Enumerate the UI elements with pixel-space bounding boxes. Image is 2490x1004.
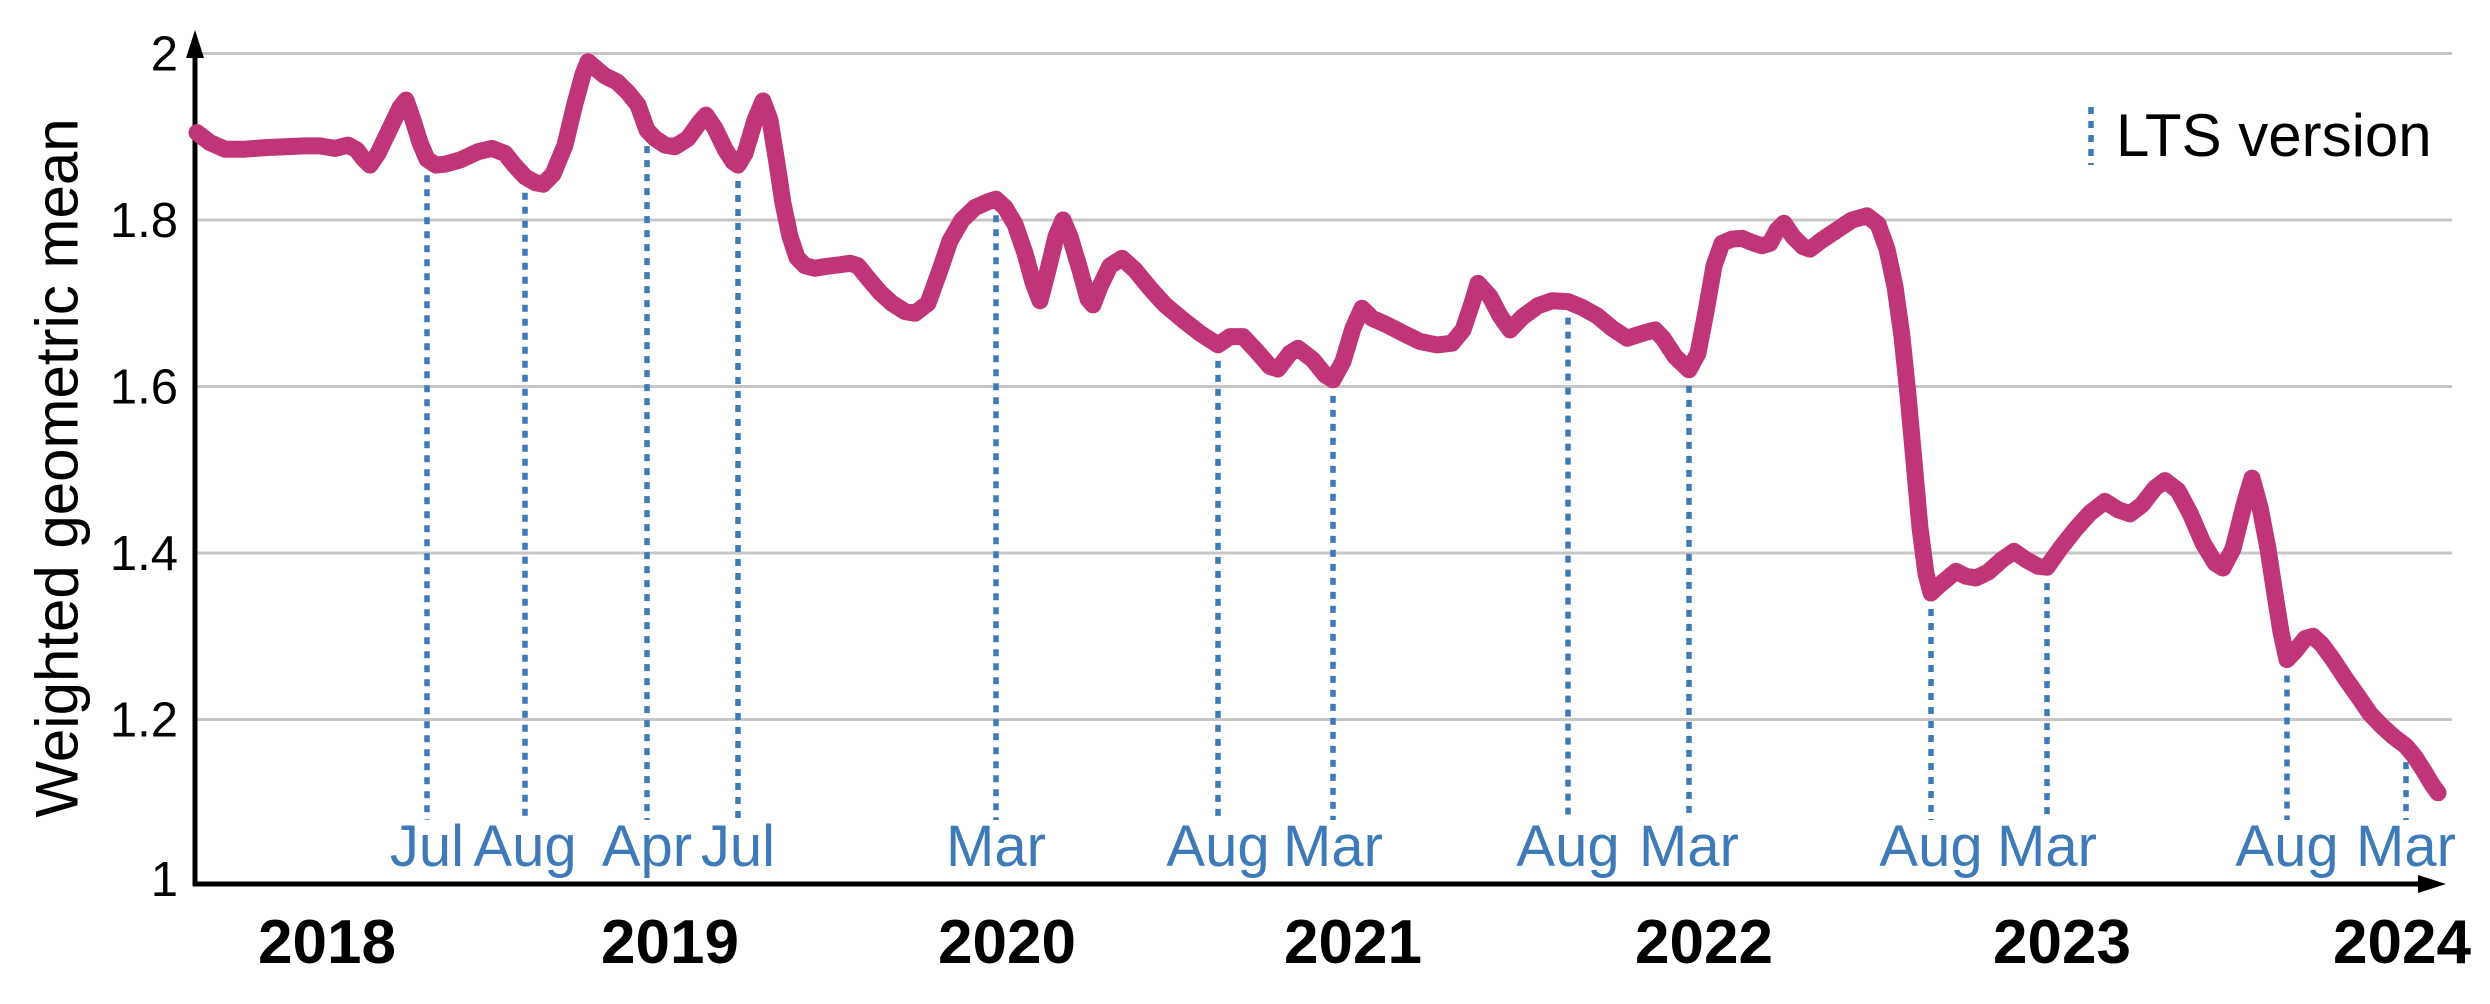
series-line <box>188 53 2447 802</box>
lts-month-label: Mar <box>1639 814 1739 879</box>
lts-month-label: Aug <box>1516 814 1619 879</box>
lts-month-label: Mar <box>1997 814 2097 879</box>
lts-month-label: Mar <box>946 814 1046 879</box>
legend: LTS version <box>2086 101 2432 170</box>
lts-month-label: Aug <box>2235 814 2338 879</box>
y-axis-title: Weighted geometric mean <box>23 118 91 818</box>
x-axis-arrow-icon <box>2418 875 2446 893</box>
lts-month-label: Aug <box>1879 814 1982 879</box>
y-tick-label: 1.6 <box>110 361 178 415</box>
lts-month-label: Apr <box>602 814 692 879</box>
y-tick-label: 2 <box>151 28 178 82</box>
legend-label: LTS version <box>2116 102 2432 169</box>
y-axis-arrow-icon <box>186 30 204 58</box>
x-year-label: 2022 <box>1635 908 1773 977</box>
x-year-label: 2019 <box>601 908 739 977</box>
y-tick-label: 1.2 <box>110 694 178 748</box>
y-tick-label: 1.4 <box>110 527 178 581</box>
lts-month-label: Aug <box>1166 814 1269 879</box>
lts-month-label: Aug <box>473 814 576 879</box>
x-year-label: 2021 <box>1284 908 1422 977</box>
lts-dotted-line-icon <box>2088 106 2094 165</box>
x-year-label: 2023 <box>1993 908 2131 977</box>
lts-month-label: Mar <box>2356 814 2456 879</box>
x-year-label: 2024 <box>2333 908 2471 977</box>
lts-month-label: Jul <box>701 814 775 879</box>
lts-month-label: Mar <box>1283 814 1383 879</box>
x-year-label: 2020 <box>938 908 1076 977</box>
lts-month-label: Jul <box>390 814 464 879</box>
y-tick-label: 1.8 <box>110 194 178 248</box>
y-tick-label: 1 <box>151 853 178 907</box>
x-year-label: 2018 <box>258 908 396 977</box>
